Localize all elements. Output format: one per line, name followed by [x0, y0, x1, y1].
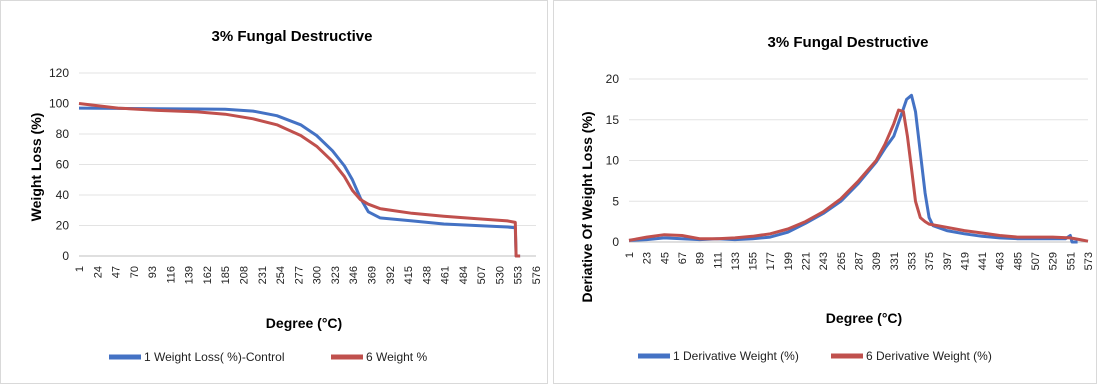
legend-label: 1 Derivative Weight (%) — [673, 349, 799, 363]
x-tick-label: 208 — [239, 266, 251, 284]
x-tick-label: 70 — [129, 266, 141, 278]
x-tick-label: 463 — [995, 252, 1007, 270]
x-tick-label: 573 — [1083, 252, 1095, 270]
y-tick-label: 20 — [606, 72, 620, 86]
chart-weight-loss: 3% Fungal Destructive 0 20 40 60 80 100 120 1 24 4… — [28, 28, 543, 364]
y-tick-label: 15 — [606, 113, 620, 127]
y-tick-label: 100 — [49, 97, 69, 111]
x-tick-label: 23 — [642, 252, 654, 264]
x-tick-label: 576 — [531, 266, 543, 284]
x-tick-label: 375 — [924, 252, 936, 270]
chart-title: 3% Fungal Destructive — [212, 28, 373, 45]
legend-label: 6 Derivative Weight (%) — [866, 349, 992, 363]
x-tick-label: 346 — [348, 266, 360, 284]
x-tick-label: 287 — [854, 252, 866, 270]
legend-label: 1 Weight Loss( %)-Control — [144, 350, 285, 364]
series-line-2 — [78, 102, 521, 258]
x-tick-label: 485 — [1012, 252, 1024, 270]
x-tick-label: 221 — [801, 252, 813, 270]
x-tick-label: 116 — [165, 266, 177, 284]
x-tick-label: 139 — [184, 266, 196, 284]
x-tick-label: 484 — [458, 266, 470, 284]
x-tick-label: 1 — [624, 252, 636, 258]
x-tick-label: 155 — [748, 252, 760, 270]
x-tick-label: 185 — [220, 266, 232, 284]
x-tick-label: 243 — [818, 252, 830, 270]
x-axis-label: Degree (°C) — [266, 315, 342, 331]
x-tick-label: 47 — [111, 266, 123, 278]
x-tick-label: 1 — [74, 266, 86, 272]
x-tick-label: 265 — [836, 252, 848, 270]
y-tick-label: 20 — [56, 219, 70, 233]
x-tick-label: 438 — [421, 266, 433, 284]
x-tick-label: 24 — [92, 266, 104, 278]
x-tick-label: 309 — [871, 252, 883, 270]
x-tick-label: 67 — [677, 252, 689, 264]
x-tick-label: 323 — [330, 266, 342, 284]
x-tick-label: 300 — [312, 266, 324, 284]
x-tick-label: 551 — [1065, 252, 1077, 270]
legend-label: 6 Weight % — [366, 350, 427, 364]
x-tick-label: 93 — [147, 266, 159, 278]
x-tick-label: 461 — [440, 266, 452, 284]
x-tick-label: 177 — [765, 252, 777, 270]
y-tick-label: 60 — [56, 158, 70, 172]
y-tick-label: 40 — [56, 188, 70, 202]
y-tick-label: 120 — [49, 66, 69, 80]
x-tick-label: 392 — [385, 266, 397, 284]
x-tick-label: 111 — [712, 252, 724, 269]
x-tick-label: 529 — [1048, 252, 1060, 270]
x-tick-label: 415 — [403, 266, 415, 284]
x-tick-label: 419 — [959, 252, 971, 270]
series-line-1 — [628, 93, 1078, 244]
y-tick-label: 0 — [612, 235, 619, 249]
y-axis-label: Deriative Of Weight Loss (%) — [579, 111, 595, 302]
series-line-2 — [628, 108, 1089, 243]
y-tick-label: 5 — [612, 194, 619, 208]
x-tick-label: 553 — [513, 266, 525, 284]
x-axis-label: Degree (°C) — [826, 310, 902, 326]
x-tick-label: 353 — [906, 252, 918, 270]
x-tick-label: 530 — [494, 266, 506, 284]
y-tick-label: 10 — [606, 154, 620, 168]
y-tick-label: 0 — [62, 249, 69, 263]
x-tick-label: 45 — [659, 252, 671, 264]
x-tick-label: 162 — [202, 266, 214, 284]
x-tick-label: 231 — [257, 266, 269, 284]
x-tick-label: 331 — [889, 252, 901, 270]
chart-panel-weight-loss: 3% Fungal Destructive 0 20 40 60 80 100 120 1 24 4… — [0, 0, 548, 384]
chart-panel-derivative: 3% Fungal Destructive 0 5 10 15 20 1 23 45 67 89 11… — [553, 0, 1097, 384]
x-tick-label: 133 — [730, 252, 742, 270]
x-tick-label: 254 — [275, 266, 287, 284]
x-tick-label: 369 — [366, 266, 378, 284]
x-tick-label: 89 — [695, 252, 707, 264]
x-tick-label: 199 — [783, 252, 795, 270]
x-tick-label: 441 — [977, 252, 989, 270]
chart-derivative-weight: 3% Fungal Destructive 0 5 10 15 20 1 23 45 67 89 11… — [579, 34, 1095, 363]
x-tick-label: 397 — [942, 252, 954, 270]
x-tick-label: 277 — [293, 266, 305, 284]
x-tick-label: 507 — [476, 266, 488, 284]
series-line-1 — [78, 106, 521, 258]
y-axis-label: Weight Loss (%) — [28, 113, 44, 222]
x-tick-label: 507 — [1030, 252, 1042, 270]
y-tick-label: 80 — [56, 127, 70, 141]
chart-title: 3% Fungal Destructive — [768, 34, 929, 51]
